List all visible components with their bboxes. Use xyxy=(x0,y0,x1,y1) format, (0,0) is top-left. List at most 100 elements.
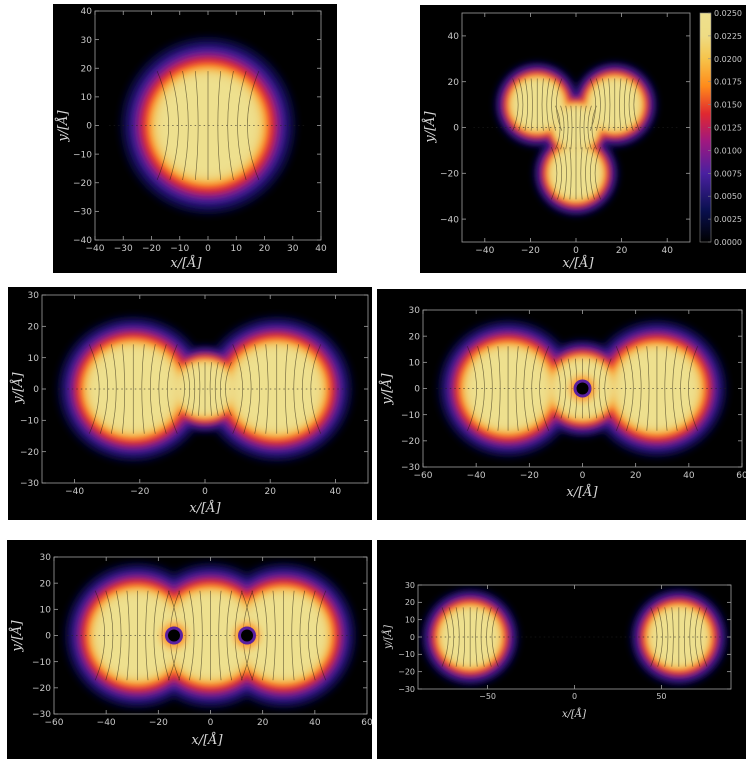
streamline xyxy=(587,105,592,150)
x-tick-label: −20 xyxy=(142,244,161,254)
x-axis-label: x/[Å] xyxy=(189,500,221,516)
colorbar-tick-label: 0.0250 xyxy=(714,9,742,18)
x-tick-label: −20 xyxy=(149,718,168,728)
x-tick-label: −20 xyxy=(130,487,149,497)
streamline xyxy=(551,78,557,131)
streamline xyxy=(595,78,601,131)
y-tick-label: −30 xyxy=(32,710,51,720)
streamline xyxy=(524,78,529,131)
x-tick-label: 20 xyxy=(616,246,628,256)
y-tick-label: 40 xyxy=(448,32,460,42)
y-tick-label: −40 xyxy=(73,236,92,246)
y-axis-label: y/[Å] xyxy=(382,625,394,650)
y-tick-label: 0 xyxy=(33,385,39,395)
y-tick-label: −10 xyxy=(398,650,415,659)
streamline xyxy=(583,105,587,150)
streamline xyxy=(145,590,149,681)
y-axis-label: y/[Å] xyxy=(55,109,71,142)
y-tick-label: 30 xyxy=(81,36,93,46)
streamline xyxy=(467,346,477,431)
x-tick-label: 40 xyxy=(309,718,321,728)
streamline xyxy=(623,78,628,131)
streamline xyxy=(608,78,611,131)
streamlines xyxy=(473,78,679,200)
streamline xyxy=(591,105,597,150)
streamline xyxy=(299,590,306,681)
streamline xyxy=(441,607,449,667)
x-tick-label: −40 xyxy=(467,471,486,481)
streamline xyxy=(560,358,567,419)
streamline xyxy=(689,607,694,667)
y-axis-label: y/[Å] xyxy=(9,619,25,652)
streamline xyxy=(664,607,669,667)
streamlines xyxy=(436,346,729,431)
colorbar-tick-label: 0.0000 xyxy=(714,238,742,247)
colorbar-tick-label: 0.0200 xyxy=(714,55,742,64)
streamline xyxy=(491,607,499,667)
y-tick-label: 10 xyxy=(40,605,52,615)
plot-4: −60 −40 −20 0 20 40 60 −30 −20 −10 0 10 20 30 x/[Å] y/[… xyxy=(379,306,746,500)
x-tick-label: 0 xyxy=(208,718,214,728)
plot-6: −50 0 50 −30 −20 −10 0 10 20 30 x/[Å] y/[Å] xyxy=(382,581,732,720)
x-tick-label: 20 xyxy=(259,244,271,254)
streamline xyxy=(671,607,674,667)
streamline xyxy=(557,147,563,200)
streamline xyxy=(149,344,156,434)
x-tick-label: 60 xyxy=(361,718,372,728)
x-tick-label: 0 xyxy=(572,692,577,701)
y-tick-label: −20 xyxy=(440,169,459,179)
plot-1: −40 −30 −20 −10 0 10 20 30 40 −40 −30 −20 −10 0 10 20 30… xyxy=(55,7,327,271)
x-tick-label: 40 xyxy=(683,471,695,481)
streamline xyxy=(462,607,466,667)
streamline xyxy=(585,147,589,200)
y-tick-label: 10 xyxy=(405,615,415,624)
y-tick-label: −20 xyxy=(398,667,415,676)
y-tick-label: −30 xyxy=(73,208,92,218)
y-tick-label: 30 xyxy=(40,553,52,563)
x-tick-label: −40 xyxy=(475,246,494,256)
x-tick-label: 40 xyxy=(661,246,673,256)
streamline xyxy=(265,344,269,434)
panel-6: −50 0 50 −30 −20 −10 0 10 20 30 x/[Å] y/[Å] xyxy=(377,540,746,759)
x-tick-label: −10 xyxy=(170,244,189,254)
x-tick-label: 0 xyxy=(202,487,208,497)
x-axis-label: x/[Å] xyxy=(566,484,598,500)
x-tick-label: −60 xyxy=(414,471,433,481)
panel-2: −40 −20 0 20 40 −40 −20 0 20 40 x/[Å] y/[Å] 0.0250 0.… xyxy=(420,5,746,273)
plot-5: −60 −40 −20 0 20 40 60 −30 −20 −10 0 10 20 30 x/[Å] y/[… xyxy=(9,553,372,748)
streamline xyxy=(602,78,606,131)
x-tick-label: 20 xyxy=(264,487,276,497)
panel-3: −40 −20 0 20 40 −30 −20 −10 0 10 20 30 x/[Å] y/[Å] xyxy=(8,287,372,520)
vortex-core xyxy=(570,376,595,401)
x-axis-label: x/[Å] xyxy=(562,255,594,271)
streamline xyxy=(141,344,145,434)
streamline xyxy=(619,78,622,131)
panel-5: −60 −40 −20 0 20 40 60 −30 −20 −10 0 10 20 30 x/[Å] y/[… xyxy=(7,540,372,759)
x-tick-label: 30 xyxy=(287,244,299,254)
vortex-core xyxy=(235,623,260,648)
colorbar-tick-label: 0.0225 xyxy=(714,32,742,41)
streamline xyxy=(518,78,524,131)
x-tick-label: −20 xyxy=(520,471,539,481)
streamline xyxy=(672,346,678,431)
streamline xyxy=(182,71,189,180)
x-tick-label: 10 xyxy=(231,244,243,254)
y-tick-label: −40 xyxy=(440,215,459,225)
y-tick-label: −30 xyxy=(20,479,39,489)
streamline xyxy=(589,147,595,200)
streamline xyxy=(247,70,260,181)
y-tick-label: −20 xyxy=(32,684,51,694)
y-tick-label: 20 xyxy=(405,598,415,607)
y-tick-label: 20 xyxy=(81,64,93,74)
streamline xyxy=(579,105,582,150)
y-tick-label: −30 xyxy=(401,463,420,473)
plot-3: −40 −20 0 20 40 −30 −20 −10 0 10 20 30 x/[Å] y/[Å] xyxy=(10,291,369,516)
streamlines xyxy=(109,70,307,181)
y-tick-label: −10 xyxy=(32,658,51,668)
x-tick-label: −50 xyxy=(479,692,496,701)
colorbar-tick-label: 0.0075 xyxy=(714,169,742,178)
panel-4: −60 −40 −20 0 20 40 60 −30 −20 −10 0 10 20 30 x/[Å] y/[… xyxy=(377,289,746,520)
y-tick-label: −10 xyxy=(20,416,39,426)
streamline xyxy=(158,344,167,434)
streamline xyxy=(262,590,268,681)
